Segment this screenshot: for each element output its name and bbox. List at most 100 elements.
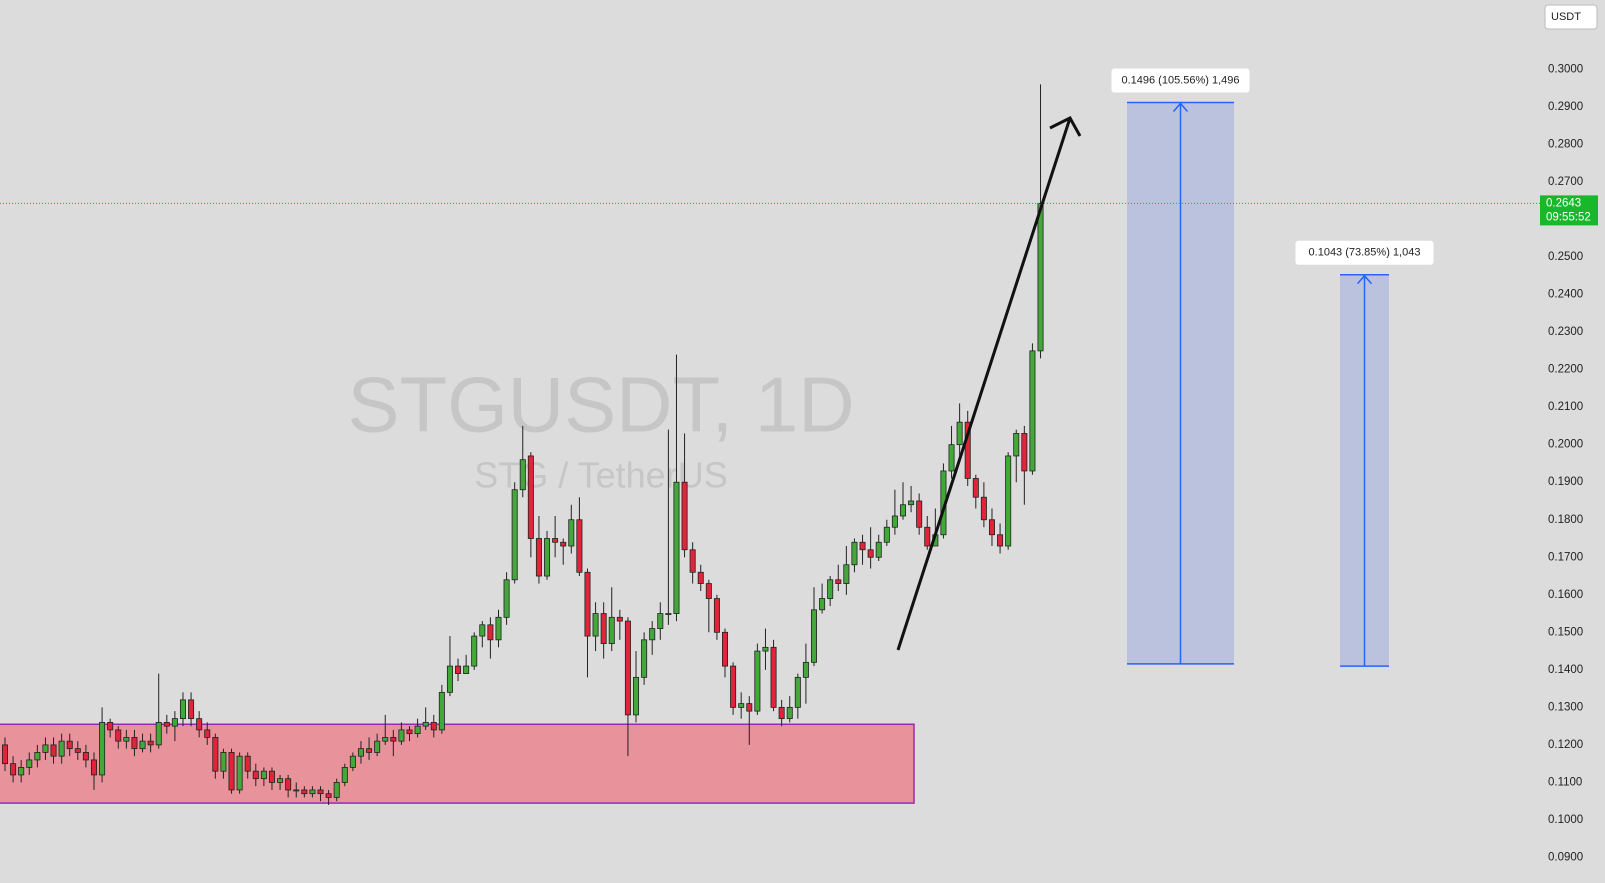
candle-body [802,661,809,678]
candle-body [155,721,162,746]
y-tick-label: 0.1800 [1548,514,1583,526]
candle-body [560,541,567,547]
candle-body [697,571,704,584]
last-price-label: 0.2643 [1546,197,1581,209]
candle-body [552,538,559,543]
candle-body [786,706,793,720]
candle-body [503,579,510,618]
candle-body [285,778,292,791]
candle-body [333,782,340,798]
measure-label: 0.1496 (105.56%) 1,496 [1121,74,1239,86]
candle-body [277,778,284,783]
candle-body [349,755,356,768]
candle-body [770,646,777,708]
candle-body [422,721,429,727]
watermark: STGUSDT, 1D STG / TetherUS [347,361,854,496]
candle-body [633,676,640,716]
candle-body [414,725,421,735]
y-tick-label: 0.2800 [1548,139,1583,151]
y-tick-label: 0.1100 [1548,776,1582,788]
arrow-shaft [896,117,1072,651]
candle-body [42,744,49,753]
candle-body [99,721,106,776]
currency-box [1544,4,1598,30]
candle-body [18,767,25,776]
candle-body [309,789,316,795]
candle-body [544,538,551,577]
candle-body [34,752,41,761]
candle-body [624,620,631,716]
candle-body [147,740,154,746]
candle-body [82,752,89,761]
trend-arrow [896,116,1082,651]
measure-label: 0.1043 (73.85%) 1,043 [1309,247,1421,259]
candle-body [875,541,882,558]
candle-body [641,639,648,678]
candle-body [980,496,987,521]
y-tick-label: 0.2300 [1548,326,1583,338]
y-tick-label: 0.2700 [1548,176,1583,188]
y-tick-label: 0.2900 [1548,101,1583,113]
candle-body [827,579,834,599]
candle-body [487,624,494,641]
candle-body [252,770,259,780]
candle-body [794,676,801,708]
candle-body [908,500,915,506]
candle-body [268,770,275,783]
y-tick-label: 0.1200 [1548,739,1583,751]
candle-body [851,541,858,566]
candle-body [1013,433,1020,457]
candle-body [1029,350,1036,472]
candle-body [382,736,389,742]
candle-body [924,526,931,547]
y-tick-label: 0.1900 [1548,476,1583,488]
candle-body [762,646,769,652]
last-price-box [1540,195,1598,226]
candle-body [50,744,57,757]
candle-body [738,703,745,708]
candle-body [535,538,542,577]
candle-body [446,665,453,693]
y-tick-label: 0.1000 [1548,814,1583,826]
candle-body [746,703,753,712]
y-tick-label: 0.2100 [1548,401,1583,413]
candle-body [616,616,623,622]
arrow-head [1049,116,1082,137]
candle-body [576,519,583,573]
candle-body [859,541,866,551]
candle-body [236,755,243,791]
candle-body [649,628,656,641]
candle-body [260,770,267,780]
candle-body [26,759,33,768]
candle-body [1005,455,1012,547]
y-tick-label: 0.3000 [1548,63,1583,75]
candle-body [212,736,219,772]
candle-body [883,526,890,543]
candle-body [673,481,680,614]
candle-body [689,549,696,573]
candle-body [10,763,17,776]
candle-body [657,613,664,629]
candle-body [511,489,518,581]
candle-body [705,583,712,599]
candle-body [58,740,65,757]
candle-body [997,534,1004,547]
candle-body [139,740,146,750]
candle-body [811,609,818,663]
candle-body [1021,433,1028,472]
candle-body [228,752,235,791]
y-tick-label: 0.2200 [1548,364,1583,376]
candle-body [867,549,874,558]
candle-body [1037,202,1044,352]
candle-body [722,631,729,667]
candle-body [430,721,437,731]
y-tick-label: 0.1400 [1548,664,1583,676]
candle-body [568,519,575,547]
candle-body [325,793,332,798]
y-tick-label: 0.0900 [1548,852,1583,864]
y-tick-label: 0.2000 [1548,439,1583,451]
candle-body [390,736,397,742]
candle-body [179,699,186,720]
candle-body [398,729,405,742]
